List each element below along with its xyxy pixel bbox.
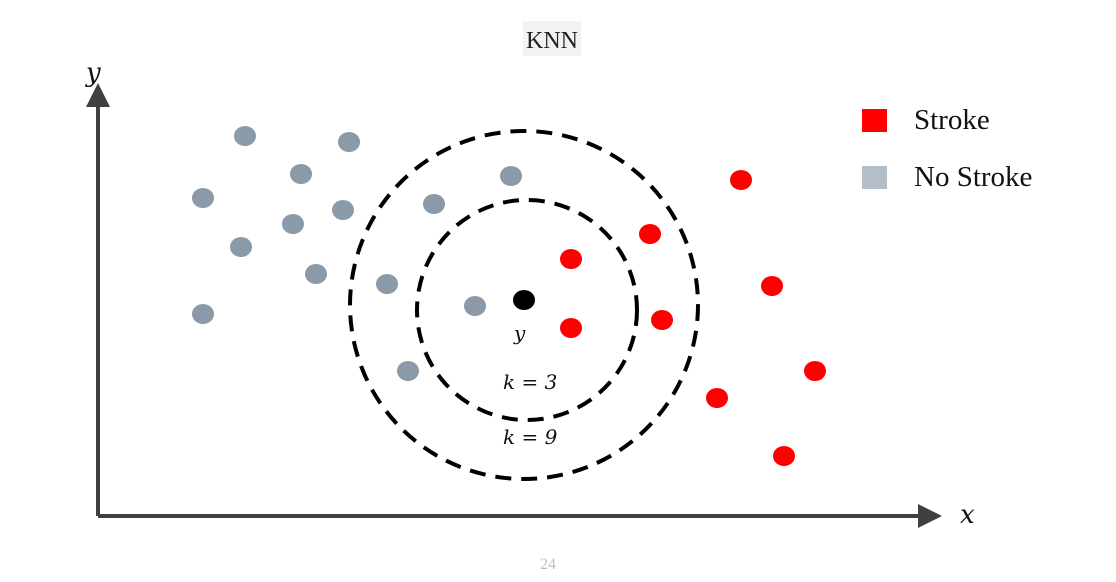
query-point <box>513 290 535 310</box>
query-point-label: y <box>513 321 526 345</box>
legend-label-no-stroke: No Stroke <box>914 161 1033 193</box>
k9-label: k = 9 <box>503 425 558 449</box>
no-stroke-point <box>423 194 445 214</box>
k3-circle <box>415 198 639 422</box>
stroke-points <box>560 170 826 466</box>
no-stroke-point <box>305 264 327 284</box>
legend-swatch-no-stroke <box>862 166 887 189</box>
no-stroke-point <box>464 296 486 316</box>
legend-swatch-stroke <box>862 109 887 132</box>
legend: Stroke No Stroke <box>862 92 1032 206</box>
no-stroke-point <box>192 304 214 324</box>
page-number: 24 <box>540 556 556 573</box>
stroke-point <box>773 446 795 466</box>
no-stroke-point <box>397 361 419 381</box>
legend-item-no-stroke: No Stroke <box>862 149 1032 206</box>
legend-label-stroke: Stroke <box>914 104 990 136</box>
k3-label: k = 3 <box>503 370 557 394</box>
y-axis-label: y <box>85 58 101 88</box>
stroke-point <box>560 318 582 338</box>
no-stroke-point <box>332 200 354 220</box>
stroke-point <box>730 170 752 190</box>
stroke-point <box>804 361 826 381</box>
no-stroke-point <box>230 237 252 257</box>
no-stroke-point <box>338 132 360 152</box>
stroke-point <box>560 249 582 269</box>
no-stroke-point <box>290 164 312 184</box>
x-axis-label: x <box>960 500 975 530</box>
k9-circle <box>348 129 700 481</box>
stroke-point <box>706 388 728 408</box>
no-stroke-points <box>192 126 522 381</box>
legend-item-stroke: Stroke <box>862 92 1032 149</box>
stroke-point <box>639 224 661 244</box>
slide-title: KNN <box>523 21 581 56</box>
no-stroke-point <box>234 126 256 146</box>
no-stroke-point <box>282 214 304 234</box>
no-stroke-point <box>192 188 214 208</box>
no-stroke-point <box>376 274 398 294</box>
stroke-point <box>651 310 673 330</box>
no-stroke-point <box>500 166 522 186</box>
stroke-point <box>761 276 783 296</box>
